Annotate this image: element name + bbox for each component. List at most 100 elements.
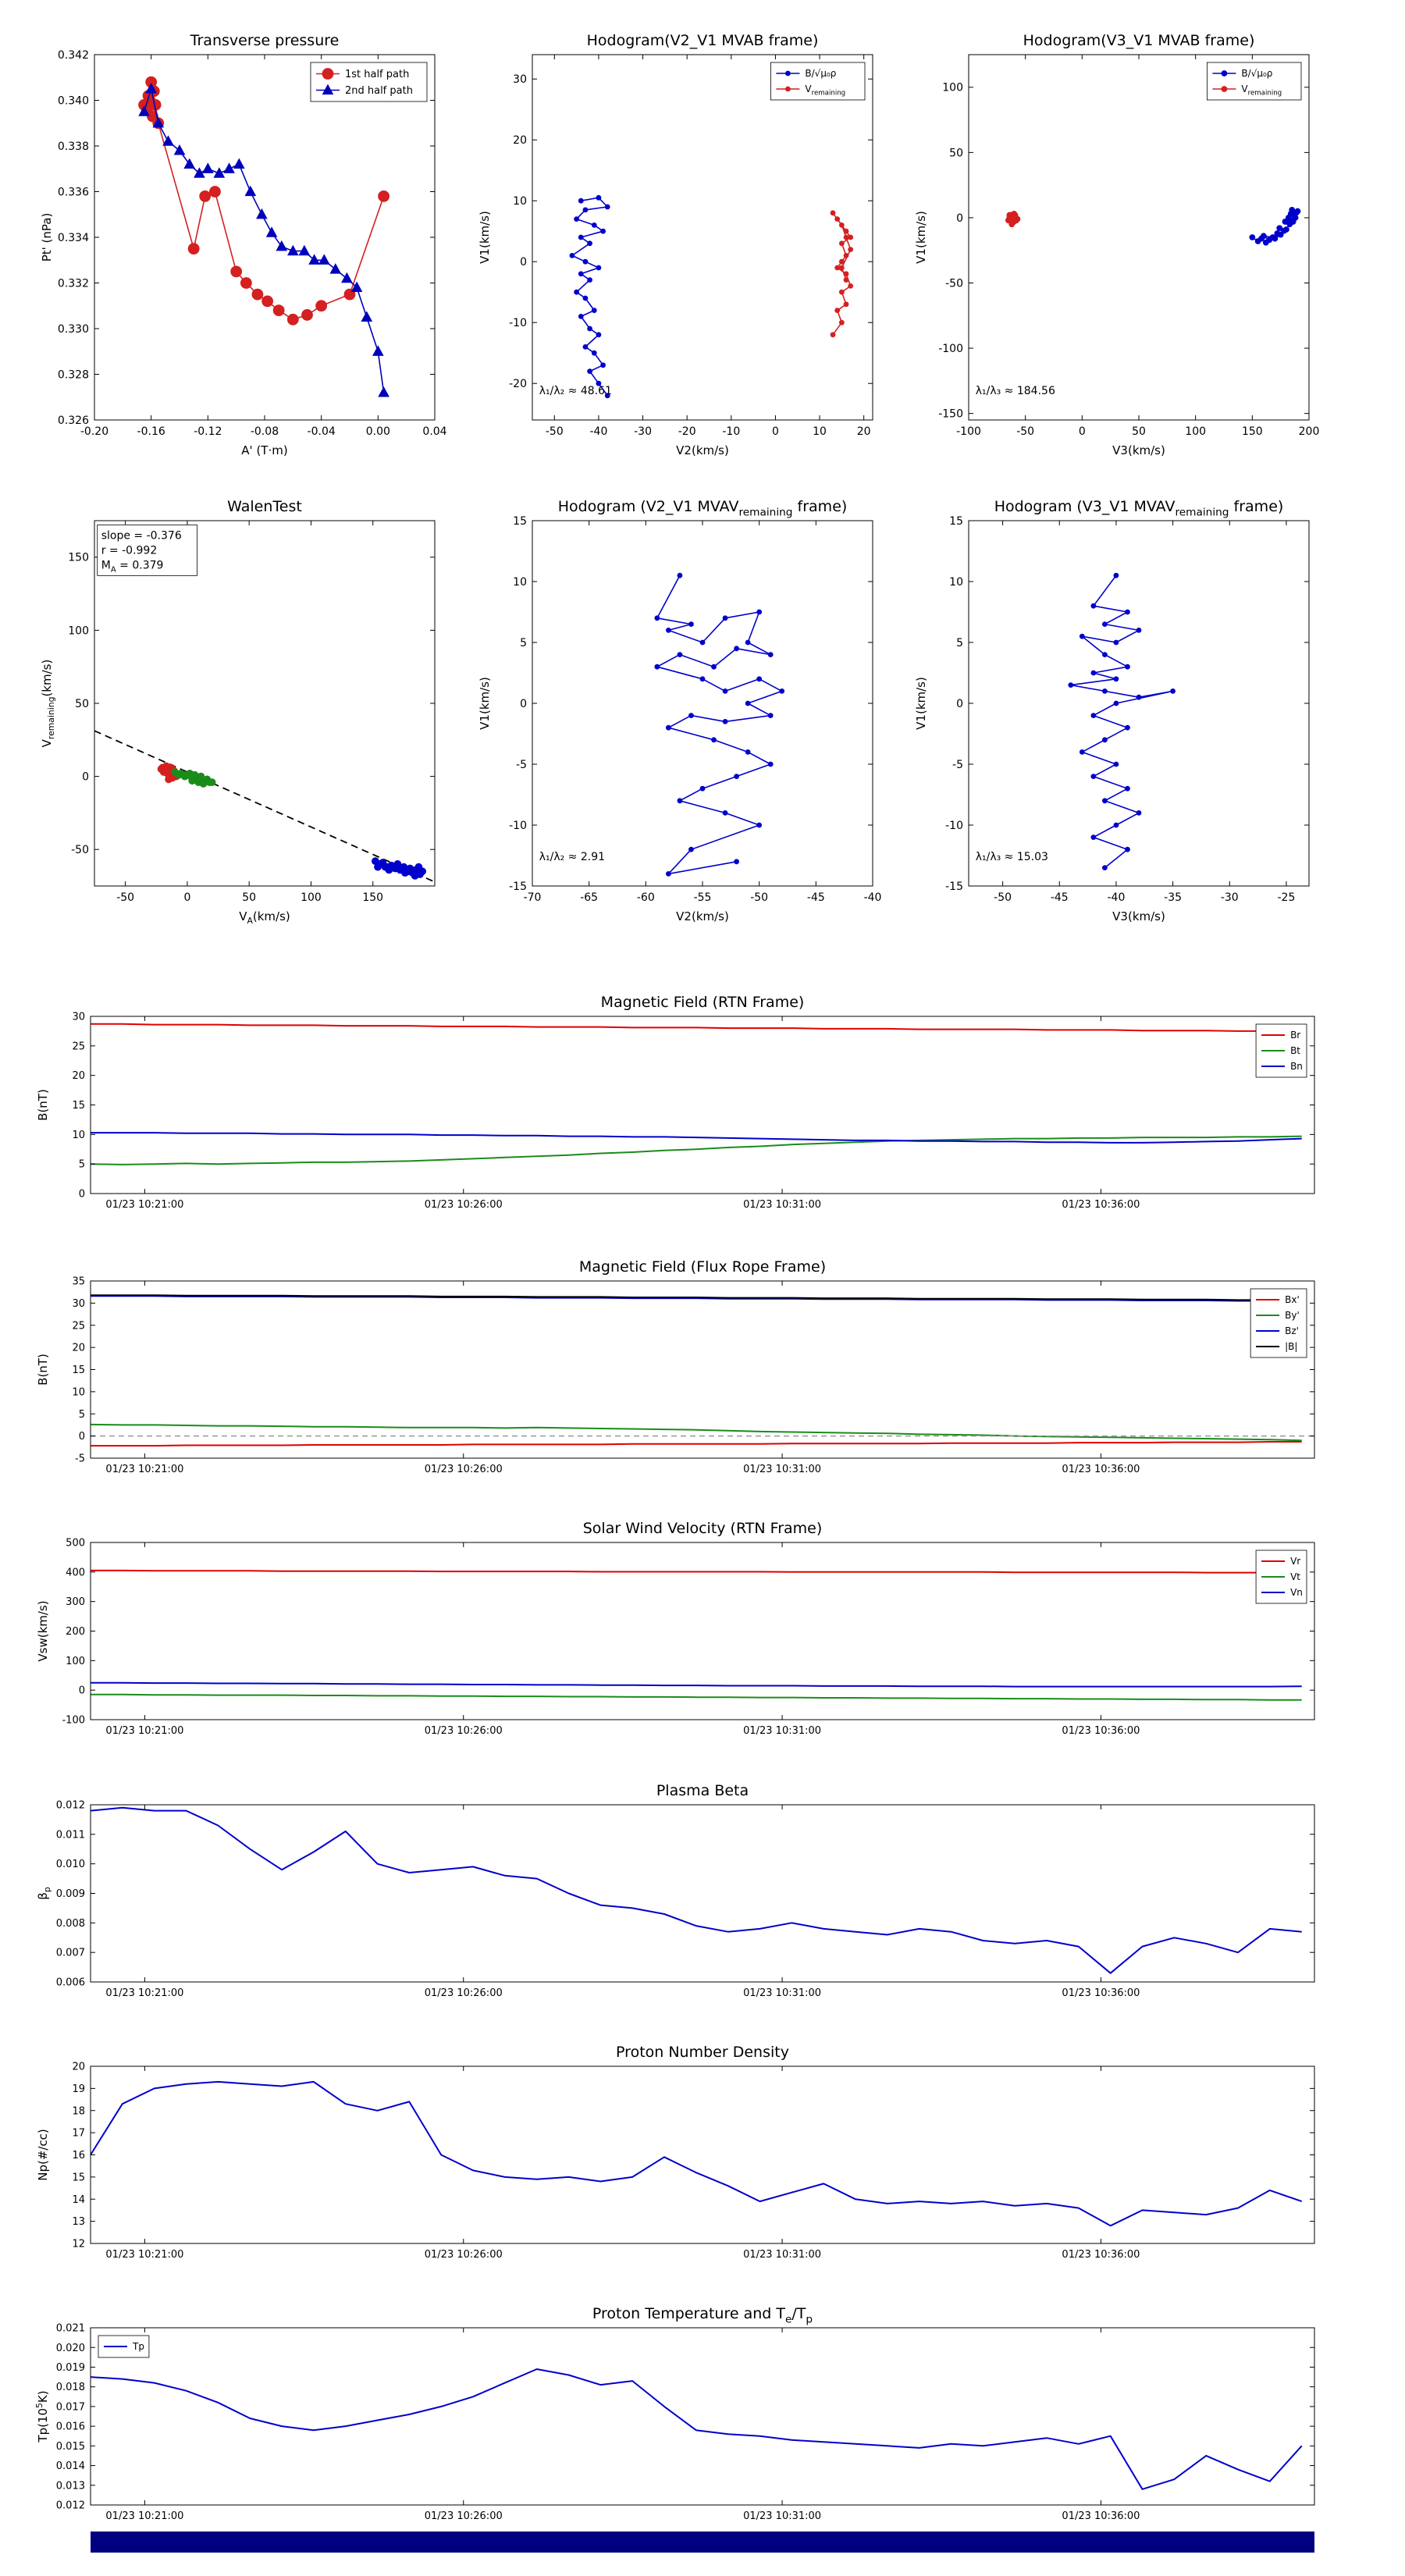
svg-text:0.018: 0.018 — [56, 2382, 85, 2393]
svg-text:V3(km/s): V3(km/s) — [1112, 443, 1165, 457]
unfinished-panel-strip — [91, 2532, 1314, 2553]
svg-text:01/23 10:36:00: 01/23 10:36:00 — [1062, 2510, 1140, 2522]
svg-text:0.340: 0.340 — [58, 94, 89, 107]
svg-text:Solar Wind Velocity (RTN Frame: Solar Wind Velocity (RTN Frame) — [583, 1520, 823, 1537]
svg-text:-25: -25 — [1277, 891, 1295, 904]
svg-text:Hodogram(V2_V1 MVAB frame): Hodogram(V2_V1 MVAB frame) — [587, 32, 819, 49]
svg-text:01/23 10:26:00: 01/23 10:26:00 — [425, 1725, 503, 1737]
chart-walen-test: -50 0 50 100 150 -50 0 50 100 150 WalenTest VA(km/s… — [36, 493, 446, 929]
svg-text:15: 15 — [72, 1100, 85, 1112]
svg-text:Vsw(km/s): Vsw(km/s) — [36, 1600, 50, 1661]
svg-text:01/23 10:21:00: 01/23 10:21:00 — [105, 1725, 183, 1737]
svg-text:50: 50 — [242, 891, 256, 904]
svg-text:B(nT): B(nT) — [36, 1354, 50, 1386]
svg-text:Hodogram(V3_V1 MVAB frame): Hodogram(V3_V1 MVAB frame) — [1023, 32, 1255, 49]
svg-text:-50: -50 — [945, 277, 963, 290]
svg-text:0.008: 0.008 — [56, 1918, 85, 1930]
svg-text:0.338: 0.338 — [58, 141, 89, 153]
svg-text:0.006: 0.006 — [56, 1977, 85, 1989]
svg-text:-30: -30 — [634, 425, 652, 438]
svg-text:50: 50 — [949, 147, 963, 159]
svg-text:01/23 10:36:00: 01/23 10:36:00 — [1062, 1725, 1140, 1737]
svg-text:-50: -50 — [546, 425, 564, 438]
svg-text:12: 12 — [72, 2239, 85, 2250]
chart-plasma-beta: 01/23 10:21:00 01/23 10:26:00 01/23 10:31:… — [28, 1777, 1330, 2005]
svg-text:20: 20 — [72, 1070, 85, 1082]
svg-text:VA(km/s): VA(km/s) — [239, 909, 290, 926]
svg-text:20: 20 — [72, 2062, 85, 2073]
svg-text:0: 0 — [82, 771, 89, 784]
chart-solar-wind-velocity: 01/23 10:21:00 01/23 10:26:00 01/23 10:31:… — [28, 1515, 1330, 1743]
svg-text:slope = -0.376: slope = -0.376 — [101, 529, 182, 542]
svg-text:150: 150 — [68, 552, 89, 564]
svg-text:-50: -50 — [994, 891, 1012, 904]
svg-text:-0.12: -0.12 — [194, 425, 222, 438]
svg-text:01/23 10:21:00: 01/23 10:21:00 — [105, 1199, 183, 1211]
svg-text:30: 30 — [72, 1298, 85, 1310]
svg-text:-45: -45 — [1051, 891, 1069, 904]
svg-text:Np(#/cc): Np(#/cc) — [36, 2129, 50, 2181]
svg-text:0.334: 0.334 — [58, 232, 89, 244]
svg-text:-45: -45 — [807, 891, 825, 904]
svg-text:0.00: 0.00 — [366, 425, 390, 438]
svg-text:0.342: 0.342 — [58, 49, 89, 62]
svg-text:0: 0 — [79, 1685, 85, 1697]
svg-text:0.013: 0.013 — [56, 2480, 85, 2492]
chart-magnetic-field-rtn: 01/23 10:21:00 01/23 10:26:00 01/23 10:31:… — [28, 989, 1330, 1217]
svg-text:-100: -100 — [62, 1715, 85, 1727]
svg-text:0.021: 0.021 — [56, 2323, 85, 2335]
svg-text:λ₁/λ₂ ≈ 48.61: λ₁/λ₂ ≈ 48.61 — [539, 385, 612, 397]
svg-text:0: 0 — [79, 1189, 85, 1201]
svg-text:Plasma Beta: Plasma Beta — [656, 1782, 749, 1799]
svg-text:15: 15 — [949, 515, 963, 528]
svg-text:MA = 0.379: MA = 0.379 — [101, 559, 164, 574]
svg-text:150: 150 — [362, 891, 383, 904]
svg-text:λ₁/λ₃ ≈ 184.56: λ₁/λ₃ ≈ 184.56 — [976, 385, 1055, 397]
svg-text:01/23 10:36:00: 01/23 10:36:00 — [1062, 1199, 1140, 1211]
svg-text:300: 300 — [66, 1596, 85, 1608]
chart-magnetic-field-flux-rope: 01/23 10:21:00 01/23 10:26:00 01/23 10:31:… — [28, 1254, 1330, 1482]
svg-text:01/23 10:36:00: 01/23 10:36:00 — [1062, 1464, 1140, 1475]
svg-text:-40: -40 — [864, 891, 882, 904]
svg-text:-20: -20 — [678, 425, 696, 438]
svg-text:01/23 10:21:00: 01/23 10:21:00 — [105, 1464, 183, 1475]
svg-text:20: 20 — [513, 134, 527, 147]
svg-text:0: 0 — [183, 891, 190, 904]
svg-text:17: 17 — [72, 2128, 85, 2140]
svg-text:-100: -100 — [956, 425, 981, 438]
svg-text:-0.08: -0.08 — [251, 425, 279, 438]
svg-text:-0.16: -0.16 — [137, 425, 165, 438]
svg-text:-0.04: -0.04 — [308, 425, 336, 438]
svg-text:Hodogram (V2_V1 MVAVremaining: Hodogram (V2_V1 MVAVremaining frame) — [558, 498, 848, 518]
svg-text:-50: -50 — [750, 891, 768, 904]
svg-text:150: 150 — [1242, 425, 1263, 438]
chart-hodogram-v3v1-mvav: -50 -45 -40 -35 -30 -25 -15 -10 -5 0 5 10 15 Hodogram… — [910, 493, 1321, 929]
svg-text:14: 14 — [72, 2194, 85, 2206]
svg-text:-30: -30 — [1221, 891, 1239, 904]
svg-text:0.016: 0.016 — [56, 2421, 85, 2433]
svg-text:Magnetic Field (RTN Frame): Magnetic Field (RTN Frame) — [601, 994, 805, 1011]
svg-text:V1(km/s): V1(km/s) — [914, 677, 928, 730]
svg-text:0: 0 — [772, 425, 779, 438]
svg-text:01/23 10:26:00: 01/23 10:26:00 — [425, 1199, 503, 1211]
svg-text:0.019: 0.019 — [56, 2362, 85, 2374]
svg-text:10: 10 — [72, 1386, 85, 1398]
svg-text:5: 5 — [956, 637, 963, 649]
svg-text:V2(km/s): V2(km/s) — [676, 443, 729, 457]
svg-text:400: 400 — [66, 1567, 85, 1578]
svg-text:0: 0 — [1079, 425, 1086, 438]
svg-text:-65: -65 — [580, 891, 598, 904]
svg-text:16: 16 — [72, 2150, 85, 2161]
svg-text:Proton Number Density: Proton Number Density — [616, 2044, 789, 2061]
svg-text:Tp(105K): Tp(105K) — [34, 2390, 50, 2443]
svg-text:-10: -10 — [509, 820, 527, 832]
svg-text:A' (T·m): A' (T·m) — [241, 443, 287, 457]
svg-text:200: 200 — [66, 1626, 85, 1638]
svg-text:r = -0.992: r = -0.992 — [101, 544, 158, 557]
svg-text:B/√μ₀ρ: B/√μ₀ρ — [805, 68, 836, 79]
svg-text:100: 100 — [66, 1656, 85, 1667]
svg-text:0: 0 — [520, 698, 527, 710]
svg-text:200: 200 — [1299, 425, 1320, 438]
svg-text:5: 5 — [79, 1409, 85, 1421]
